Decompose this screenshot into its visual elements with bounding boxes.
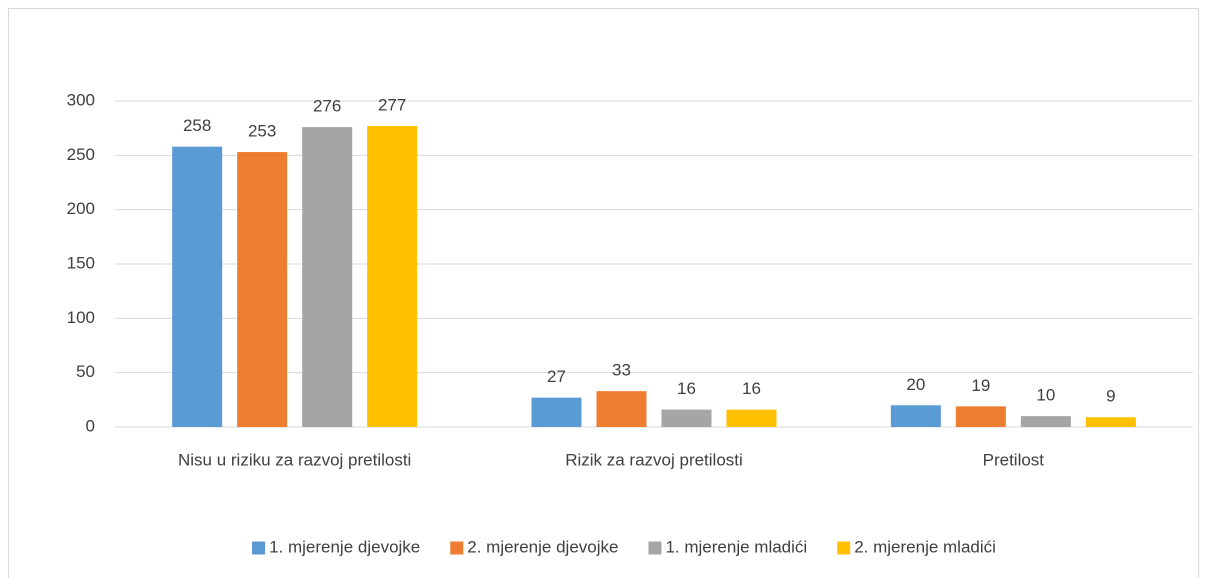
data-label: 19 (971, 376, 990, 395)
bar (1085, 417, 1136, 427)
data-label: 9 (1106, 387, 1115, 406)
legend-label: 1. mjerenje mladići (665, 537, 807, 556)
y-tick-label: 200 (67, 199, 95, 218)
bar (1020, 416, 1071, 427)
y-tick-label: 300 (67, 90, 95, 109)
y-tick-label: 250 (67, 145, 95, 164)
y-tick-label: 150 (67, 253, 95, 272)
bar (661, 409, 712, 427)
x-tick-label: Nisu u riziku za razvoj pretilosti (178, 450, 411, 469)
data-label: 277 (378, 95, 406, 114)
bar (890, 405, 941, 427)
legend-swatch (252, 541, 266, 555)
data-label: 27 (547, 367, 566, 386)
legend-label: 1. mjerenje djevojke (269, 537, 420, 556)
data-label: 10 (1036, 386, 1055, 405)
bar (237, 152, 288, 427)
y-tick-label: 0 (86, 416, 95, 435)
bar (955, 406, 1006, 427)
bar (596, 391, 647, 427)
legend-label: 2. mjerenje mladići (854, 537, 996, 556)
legend-swatch (450, 541, 464, 555)
data-label: 33 (612, 361, 631, 380)
y-tick-label: 100 (67, 308, 95, 327)
data-label: 16 (677, 379, 696, 398)
x-tick-label: Pretilost (983, 450, 1045, 469)
legend-swatch (648, 541, 662, 555)
data-label: 258 (183, 116, 211, 135)
data-label: 253 (248, 122, 276, 141)
data-label: 20 (906, 375, 925, 394)
legend-label: 2. mjerenje djevojke (467, 537, 618, 556)
data-label: 16 (742, 379, 761, 398)
bar (531, 397, 582, 427)
legend-swatch (837, 541, 851, 555)
data-label: 276 (313, 97, 341, 116)
bar (172, 146, 223, 427)
bar (302, 127, 353, 427)
bar (726, 409, 777, 427)
bar (367, 125, 418, 427)
x-tick-label: Rizik za razvoj pretilosti (565, 450, 743, 469)
y-tick-label: 50 (76, 362, 95, 381)
